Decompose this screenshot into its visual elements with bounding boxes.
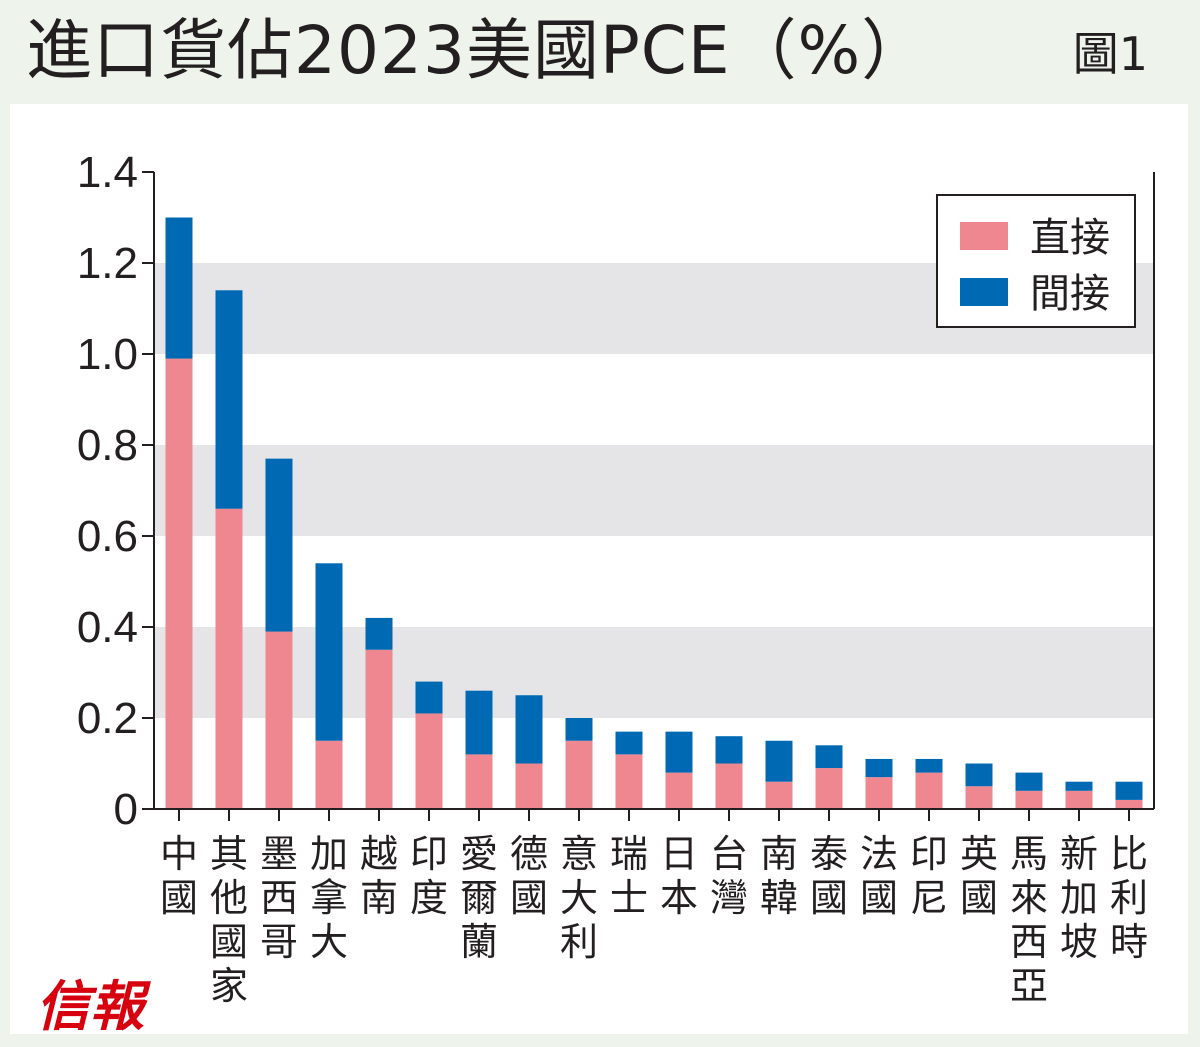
bar-direct bbox=[365, 649, 393, 809]
bar-direct bbox=[1015, 790, 1043, 809]
category-label: 加拿大 bbox=[310, 832, 348, 964]
y-tick-label: 0.6 bbox=[77, 512, 138, 561]
bar-indirect bbox=[665, 731, 693, 773]
y-tick-label: 0.8 bbox=[77, 421, 138, 470]
category-label: 新加坡 bbox=[1060, 832, 1098, 964]
bar-direct bbox=[815, 768, 843, 809]
grid-band bbox=[154, 445, 1154, 536]
bar-direct bbox=[615, 754, 643, 809]
bar-indirect bbox=[715, 736, 743, 764]
bar-indirect bbox=[365, 617, 393, 650]
bar-indirect bbox=[415, 681, 443, 714]
title-bar: 進口貨佔2023美國PCE（%） 圖1 bbox=[0, 0, 1200, 102]
category-label: 日本 bbox=[660, 832, 698, 920]
bar-direct bbox=[1065, 790, 1093, 809]
bar-indirect bbox=[1115, 781, 1143, 800]
bar-direct bbox=[665, 772, 693, 809]
bar-indirect bbox=[915, 758, 943, 773]
bar-direct bbox=[1115, 799, 1143, 809]
category-label: 意大利 bbox=[560, 832, 598, 964]
y-tick-label: 1.2 bbox=[77, 239, 138, 288]
category-label: 馬來西亞 bbox=[1010, 832, 1048, 1008]
hkej-logo: 信報 bbox=[36, 974, 144, 1038]
bar-indirect bbox=[465, 690, 493, 755]
category-label: 其他國家 bbox=[210, 832, 248, 1008]
grid-band bbox=[154, 627, 1154, 718]
category-label: 泰國 bbox=[810, 832, 848, 920]
bar-indirect bbox=[1065, 781, 1093, 791]
category-label: 法國 bbox=[860, 832, 898, 920]
y-tick-label: 1.4 bbox=[77, 148, 138, 197]
bar-direct bbox=[915, 772, 943, 809]
y-tick-label: 1.0 bbox=[77, 330, 138, 379]
category-label: 越南 bbox=[360, 832, 398, 920]
bar-direct bbox=[765, 781, 793, 809]
legend-label-direct: 直接 bbox=[1030, 215, 1110, 261]
bar-indirect bbox=[165, 217, 193, 359]
category-label: 墨西哥 bbox=[260, 832, 298, 964]
bar-direct bbox=[165, 358, 193, 809]
bar-indirect bbox=[315, 563, 343, 741]
bar-direct bbox=[265, 631, 293, 809]
category-label: 比利時 bbox=[1110, 832, 1148, 964]
bar-indirect bbox=[1015, 772, 1043, 791]
bar-indirect bbox=[215, 290, 243, 509]
legend-label-indirect: 間接 bbox=[1030, 271, 1110, 317]
category-label: 德國 bbox=[510, 832, 548, 920]
category-label: 印度 bbox=[410, 832, 448, 920]
category-label: 愛爾蘭 bbox=[460, 832, 498, 964]
bar-indirect bbox=[615, 731, 643, 755]
bar-indirect bbox=[265, 458, 293, 632]
bar-indirect bbox=[965, 763, 993, 787]
bar-direct bbox=[565, 740, 593, 809]
bar-indirect bbox=[565, 718, 593, 741]
legend-swatch-direct bbox=[960, 222, 1008, 250]
bar-direct bbox=[515, 763, 543, 809]
category-label: 南韓 bbox=[760, 832, 798, 920]
chart-title: 進口貨佔2023美國PCE（%） bbox=[26, 12, 929, 89]
y-tick-label: 0.4 bbox=[77, 603, 138, 652]
bar-direct bbox=[415, 713, 443, 809]
y-tick-label: 0 bbox=[114, 785, 138, 834]
y-tick-label: 0.2 bbox=[77, 694, 138, 743]
bar-direct bbox=[715, 763, 743, 809]
bar-indirect bbox=[815, 745, 843, 769]
figure-label: 圖1 bbox=[1072, 27, 1148, 81]
bar-direct bbox=[465, 754, 493, 809]
bar-direct bbox=[865, 777, 893, 809]
bar-indirect bbox=[515, 695, 543, 764]
category-label: 中國 bbox=[160, 832, 198, 920]
bar-indirect bbox=[765, 740, 793, 782]
legend-swatch-indirect bbox=[960, 278, 1008, 306]
bar-direct bbox=[965, 786, 993, 809]
category-label: 印尼 bbox=[910, 832, 948, 920]
bar-direct bbox=[215, 508, 243, 809]
bar-indirect bbox=[865, 758, 893, 778]
category-label: 瑞士 bbox=[610, 832, 648, 920]
bar-direct bbox=[315, 740, 343, 809]
category-label: 英國 bbox=[960, 832, 998, 920]
category-label: 台灣 bbox=[710, 832, 748, 920]
